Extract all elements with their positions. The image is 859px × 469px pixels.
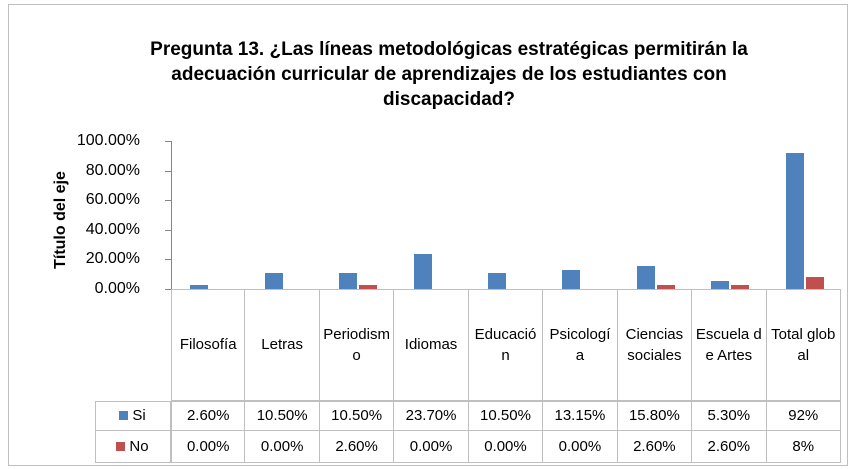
y-tick xyxy=(165,170,171,172)
category-label: Ciencias sociales xyxy=(617,289,693,401)
table-line xyxy=(95,401,96,463)
category-label: Psicología xyxy=(543,289,618,401)
table-line xyxy=(171,289,841,290)
data-label: 5.30% xyxy=(692,401,767,431)
category-label: Idiomas xyxy=(394,289,469,401)
y-axis-line xyxy=(171,141,172,289)
bar xyxy=(413,253,432,289)
data-label: 10.50% xyxy=(245,401,320,431)
data-label: 23.70% xyxy=(394,401,469,431)
data-label: 8% xyxy=(766,431,841,463)
y-tick xyxy=(165,289,171,290)
bar xyxy=(190,285,209,289)
category-label: Periodismo xyxy=(319,289,395,401)
legend-swatch xyxy=(116,442,126,451)
y-tick-label: 100.00% xyxy=(76,132,140,149)
data-label: 2.60% xyxy=(692,431,767,463)
legend-entry: No xyxy=(95,431,171,463)
bar xyxy=(731,285,750,289)
bar xyxy=(656,285,675,289)
category-label: Escuela de Artes xyxy=(692,289,767,401)
legend-swatch xyxy=(119,411,129,420)
bar xyxy=(339,273,358,289)
y-tick xyxy=(165,229,171,231)
data-label: 0.00% xyxy=(394,431,469,463)
chart: Pregunta 13. ¿Las líneas metodológicas e… xyxy=(8,4,848,466)
bar xyxy=(359,285,378,289)
category-label: Letras xyxy=(245,289,320,401)
bar xyxy=(562,269,581,289)
y-tick-label: 40.00% xyxy=(85,220,140,238)
bar xyxy=(264,273,283,289)
y-tick-label: 80.00% xyxy=(85,161,140,179)
data-label: 0.00% xyxy=(245,431,320,463)
data-label: 10.50% xyxy=(468,401,544,431)
data-label: 13.15% xyxy=(543,401,618,431)
bar xyxy=(805,277,824,289)
legend-label: Si xyxy=(132,407,146,424)
data-label: 2.60% xyxy=(171,401,246,431)
legend-label: No xyxy=(129,438,149,455)
bar xyxy=(711,281,730,289)
data-label: 92% xyxy=(766,401,841,431)
category-label: Filosofía xyxy=(171,289,246,401)
category-label: Total global xyxy=(766,289,841,401)
data-label: 10.50% xyxy=(319,401,395,431)
legend-entry: Si xyxy=(95,401,171,431)
data-label: 15.80% xyxy=(617,401,693,431)
bar xyxy=(785,152,804,289)
category-label: Educación xyxy=(468,289,544,401)
y-axis-title: Título del eje xyxy=(52,171,69,269)
bar xyxy=(636,265,655,289)
data-label: 0.00% xyxy=(171,431,246,463)
data-label: 0.00% xyxy=(543,431,618,463)
chart-title: Pregunta 13. ¿Las líneas metodológicas e… xyxy=(150,39,748,110)
y-tick-label: 60.00% xyxy=(85,191,140,209)
bar xyxy=(488,273,506,289)
y-tick xyxy=(165,200,171,202)
y-tick xyxy=(165,259,171,261)
y-tick-label: 20.00% xyxy=(85,250,140,268)
data-label: 0.00% xyxy=(468,431,544,463)
data-label: 2.60% xyxy=(319,431,395,463)
y-tick xyxy=(165,141,171,142)
y-tick-label: 0.00% xyxy=(94,280,140,297)
data-label: 2.60% xyxy=(617,431,693,463)
